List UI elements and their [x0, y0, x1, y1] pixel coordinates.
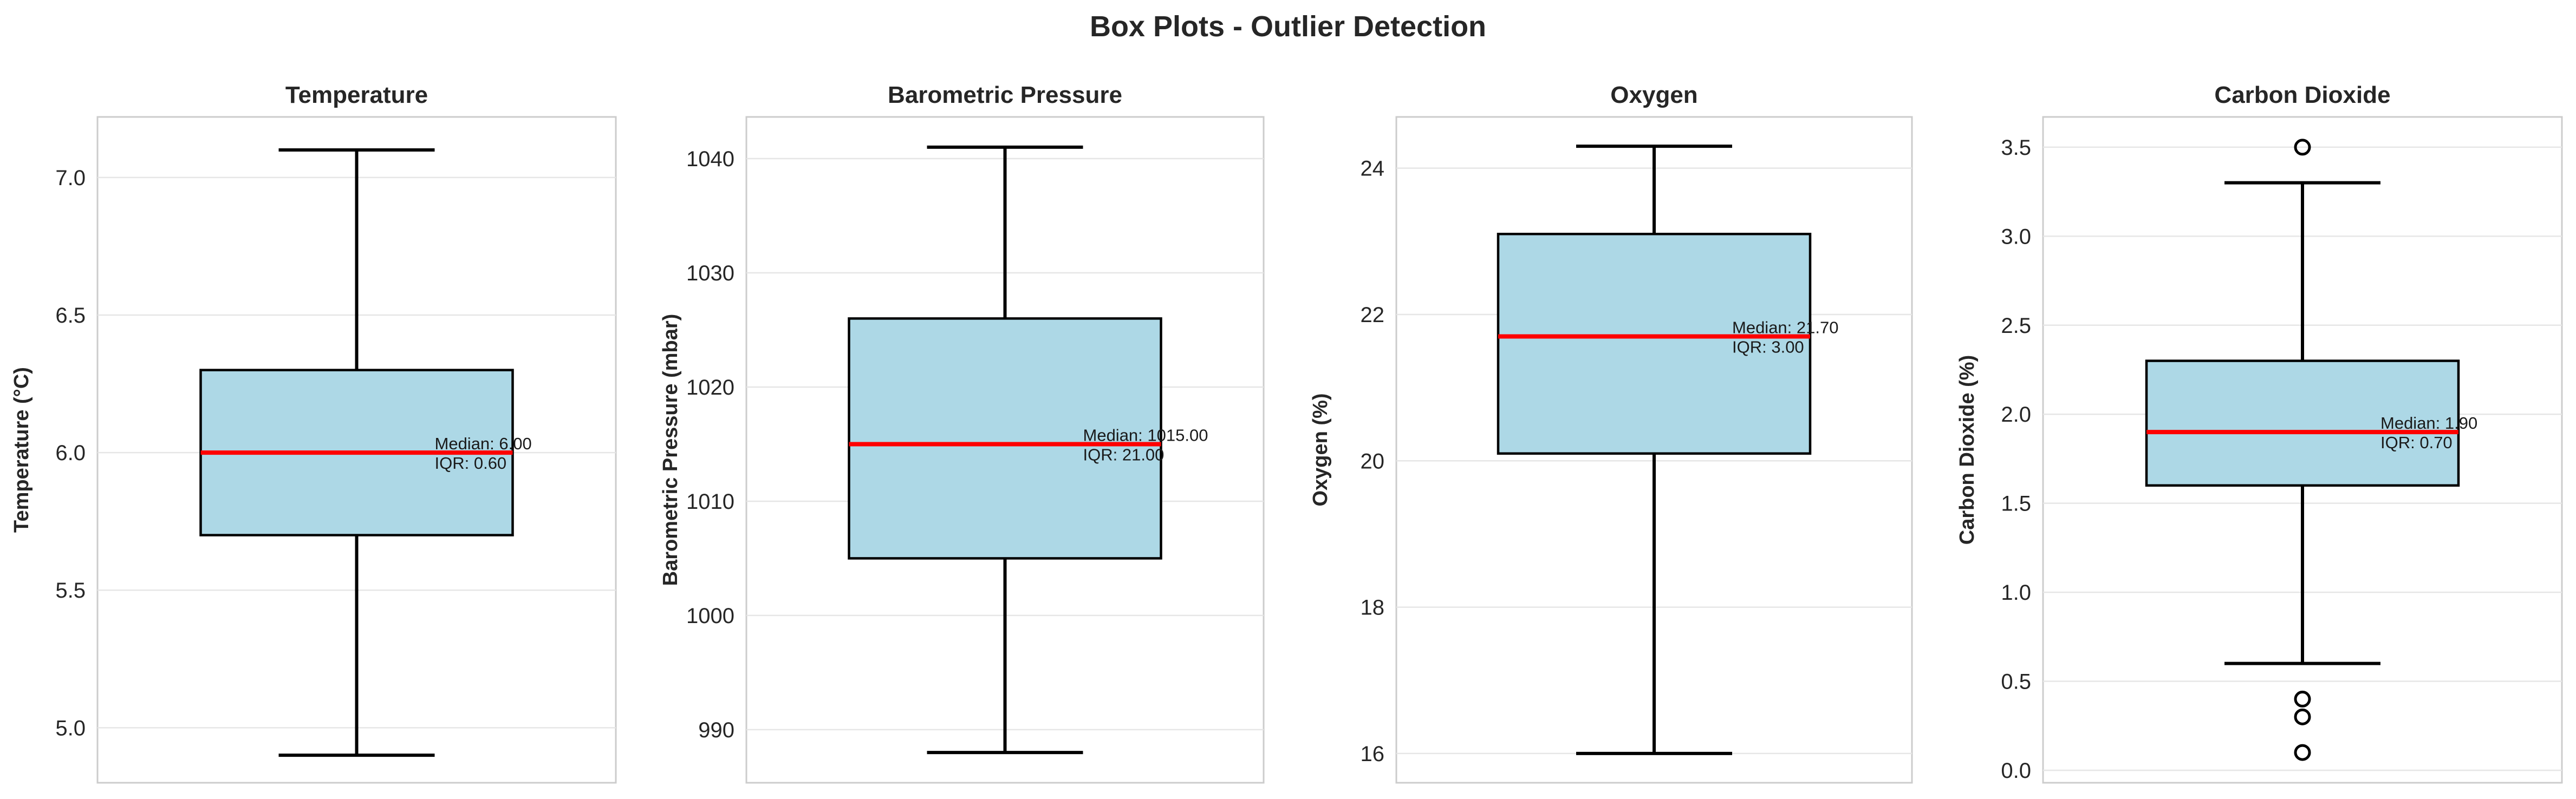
y-tick-label: 22: [1361, 303, 1385, 327]
y-tick-label: 7.0: [55, 166, 86, 190]
median-annotation: Median: 21.70: [1732, 318, 1838, 337]
y-axis-label: Temperature (°C): [10, 367, 33, 533]
y-tick-label: 1000: [686, 604, 734, 628]
y-tick-label: 0.5: [2001, 670, 2031, 694]
subplot-title: Temperature: [285, 82, 428, 108]
figure-title: Box Plots - Outlier Detection: [1090, 10, 1486, 43]
outlier-point: [2294, 690, 2311, 708]
subplot-3: 16 18 20 22 24 Oxygen Oxygen (%) Median: 21.70I…: [1309, 82, 1913, 784]
y-tick-label: 2.0: [2001, 403, 2031, 427]
y-axis-label: Barometric Pressure (mbar): [659, 314, 682, 586]
subplot-4: 0.0 0.5 1.0 1.5 2.0 2.5 3.0 3.5 Carbon Dioxide Ca…: [1956, 82, 2563, 784]
y-tick-label: 2.5: [2001, 314, 2031, 338]
y-tick-label: 1030: [686, 261, 734, 285]
y-tick-label: 1020: [686, 376, 734, 400]
median-annotation: Median: 6.00: [435, 434, 532, 453]
median-annotation: Median: 1015.00: [1083, 425, 1208, 444]
subplot-title: Carbon Dioxide: [2214, 82, 2390, 108]
iqr-box: [2145, 359, 2460, 487]
iqr-box: [1497, 233, 1812, 455]
subplots: 5.0 5.5 6.0 6.5 7.0 Temperature Temperature (°…: [10, 82, 2563, 784]
y-tick-label: 3.0: [2001, 225, 2031, 248]
y-tick-label: 1010: [686, 490, 734, 514]
y-tick-label: 6.0: [55, 441, 86, 465]
y-tick-label: 24: [1361, 157, 1385, 181]
iqr-annotation: IQR: 0.70: [2380, 433, 2453, 452]
iqr-annotation: IQR: 21.00: [1083, 445, 1165, 464]
y-axis-label: Oxygen (%): [1309, 393, 1332, 506]
iqr-box: [848, 317, 1162, 560]
subplot-title: Oxygen: [1610, 82, 1697, 108]
y-tick-label: 1.0: [2001, 581, 2031, 605]
y-tick-label: 0.0: [2001, 759, 2031, 783]
outlier-point: [2294, 708, 2311, 725]
median-annotation: Median: 1.90: [2380, 414, 2477, 433]
iqr-annotation: IQR: 3.00: [1732, 337, 1804, 356]
iqr-annotation: IQR: 0.60: [435, 454, 507, 473]
y-axis-label: Carbon Dioxide (%): [1956, 355, 1979, 545]
y-tick-label: 1040: [686, 147, 734, 171]
y-tick-label: 16: [1361, 742, 1385, 766]
outlier-point: [2294, 744, 2311, 761]
y-tick-label: 5.0: [55, 716, 86, 740]
y-tick-label: 1.5: [2001, 492, 2031, 516]
subplot-2: 990 1000 1010 1020 1030 1040 Barometric Pressu…: [659, 82, 1265, 784]
y-tick-label: 6.5: [55, 304, 86, 328]
subplot-1: 5.0 5.5 6.0 6.5 7.0 Temperature Temperature (°…: [10, 82, 617, 784]
y-tick-label: 990: [698, 718, 734, 742]
y-tick-label: 5.5: [55, 579, 86, 602]
y-tick-label: 20: [1361, 449, 1385, 473]
y-tick-label: 3.5: [2001, 136, 2031, 160]
outlier-point: [2294, 139, 2311, 156]
subplot-title: Barometric Pressure: [888, 82, 1122, 108]
y-tick-label: 18: [1361, 596, 1385, 620]
